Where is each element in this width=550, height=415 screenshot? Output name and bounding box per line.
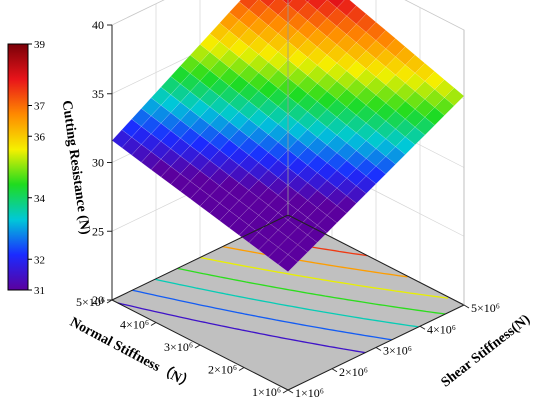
surface-cell: [336, 195, 357, 214]
tick-labels: 20 25 30 35 40 5×10⁶ 4×10⁶ 3×10⁶ 2×10⁶ 1×10⁶ 1×10⁶…: [76, 18, 500, 400]
surface-cell: [385, 146, 406, 165]
colorbar-tick-label: 34: [34, 193, 46, 205]
surface-cell: [424, 107, 445, 126]
colorbar-tick-label: 36: [34, 131, 46, 143]
surface-cell: [277, 254, 299, 273]
surface-cell: [414, 116, 435, 136]
contour-line: [222, 245, 408, 278]
surface-cell: [287, 244, 308, 263]
x-tick-mark: [106, 299, 113, 304]
x-tick-label: 3×10⁶: [164, 340, 193, 354]
box-edge: [287, 214, 465, 306]
surface-cell: [316, 215, 338, 233]
x-tick-mark: [238, 367, 245, 371]
colorbar-tick-label: 39: [34, 39, 46, 51]
contour-line: [177, 267, 446, 315]
y-tick-label: 2×10⁶: [339, 365, 368, 379]
colorbar-tick-label: 31: [34, 285, 45, 297]
x-tick-mark: [282, 389, 289, 394]
surface-cell: [405, 126, 426, 146]
z-tick-label: 20: [92, 293, 104, 307]
x-tick-label: 5×10⁶: [76, 295, 105, 309]
x-tick-mark: [150, 322, 157, 326]
y-tick-mark: [419, 325, 426, 330]
x-tick-label: 4×10⁶: [120, 318, 149, 332]
z-tick-label: 30: [92, 156, 104, 170]
z-tick-label: 40: [92, 18, 104, 32]
colorbar-tick-label: 32: [34, 254, 45, 266]
surface-cell: [375, 156, 396, 175]
z-tick-label: 25: [92, 224, 104, 238]
z-tick-label: 35: [92, 87, 104, 101]
colorbar-bar: [7, 43, 29, 291]
contour-line: [154, 278, 419, 328]
y-tick-mark: [331, 368, 338, 373]
surface-cell: [297, 234, 318, 253]
y-tick-mark: [287, 389, 294, 394]
colorbar: 31 32 34 36 37 39: [7, 39, 46, 297]
box-edge: [111, 214, 289, 301]
z-axis-title: Cutting Resistance (N): [59, 99, 93, 235]
y-tick-mark: [463, 304, 470, 309]
y-tick-label: 3×10⁶: [383, 344, 412, 358]
surface-cell: [304, 0, 310, 3]
surface-cell: [356, 175, 377, 194]
contour-line: [199, 256, 449, 299]
contour-line: [132, 289, 393, 341]
colorbar-tick-label: 37: [34, 101, 46, 113]
y-tick-label: 4×10⁶: [427, 322, 456, 336]
y-tick-label: 1×10⁶: [295, 386, 324, 400]
y-tick-label: 5×10⁶: [471, 301, 500, 315]
x-tick-label: 2×10⁶: [208, 363, 237, 377]
surface-cell: [327, 0, 345, 9]
contour-line: [117, 302, 366, 354]
y-tick-mark: [375, 347, 382, 351]
x-tick-mark: [194, 344, 201, 349]
x-tick-label: 1×10⁶: [252, 385, 281, 399]
